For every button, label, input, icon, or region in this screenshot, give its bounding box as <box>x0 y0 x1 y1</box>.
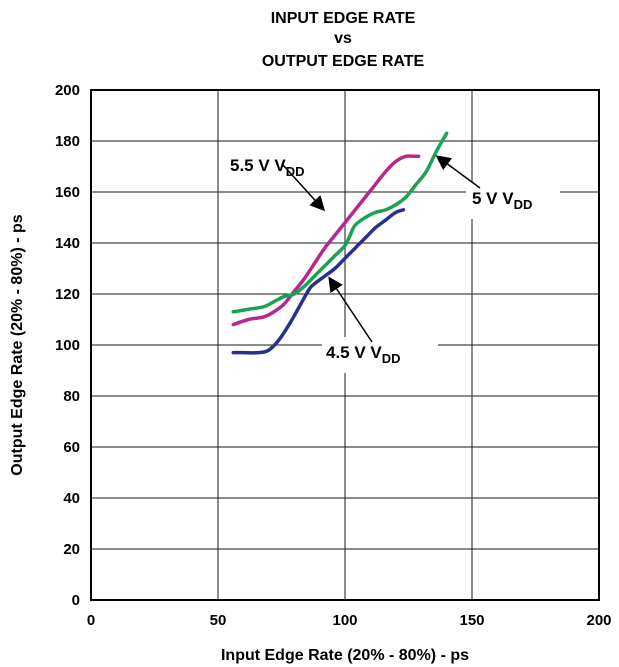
x-tick-label: 0 <box>87 612 95 629</box>
annotation-5-5v-arrow <box>282 164 326 212</box>
y-tick-label: 60 <box>63 439 80 456</box>
annotation-5-5v-main: 5.5 V V <box>230 156 286 175</box>
chart-title-line-1: INPUT EDGE RATE <box>271 10 416 27</box>
x-tick-label: 50 <box>210 612 227 629</box>
annotation-4-5v-main: 4.5 V V <box>326 343 382 362</box>
series-line-vdd_4_5 <box>231 208 406 355</box>
y-tick-label: 200 <box>55 82 80 99</box>
y-tick-label: 120 <box>55 286 80 303</box>
series-line-vdd_5_5 <box>231 154 421 327</box>
annotation-5v-sub: DD <box>514 197 533 212</box>
svg-text:5.5 V VDD: 5.5 V VDD <box>230 156 305 179</box>
annotation-4-5v-arrow <box>328 276 373 343</box>
annotation-4-5v: 4.5 V VDD <box>322 276 438 373</box>
annotation-4-5v-sub: DD <box>382 351 401 366</box>
annotation-5-5v-sub: DD <box>286 164 305 179</box>
chart-title-line-2: vs <box>334 30 352 47</box>
svg-text:4.5 V VDD: 4.5 V VDD <box>326 343 401 366</box>
y-tick-label: 80 <box>63 388 80 405</box>
x-axis-ticks: 0 50 100 150 200 <box>87 612 612 629</box>
x-tick-label: 200 <box>586 612 611 629</box>
annotation-5-5v: 5.5 V VDD <box>226 150 342 212</box>
annotation-5v-main: 5 V V <box>472 189 514 208</box>
y-tick-label: 20 <box>63 541 80 558</box>
y-tick-label: 0 <box>72 592 80 609</box>
y-tick-label: 40 <box>63 490 80 507</box>
y-axis-ticks: 0 20 40 60 80 100 120 140 160 180 200 <box>55 82 80 609</box>
x-tick-label: 100 <box>332 612 357 629</box>
series-line-vdd_5 <box>231 131 449 314</box>
y-axis-label: Output Edge Rate (20% - 80%) - ps <box>9 214 26 475</box>
annotation-5v-arrow <box>435 155 481 189</box>
annotation-5v: 5 V VDD <box>435 155 560 219</box>
svg-text:5 V VDD: 5 V VDD <box>472 189 532 212</box>
x-tick-label: 150 <box>459 612 484 629</box>
x-axis-label: Input Edge Rate (20% - 80%) - ps <box>221 647 469 664</box>
grid <box>91 90 599 600</box>
y-tick-label: 140 <box>55 235 80 252</box>
y-tick-label: 100 <box>55 337 80 354</box>
y-tick-label: 180 <box>55 133 80 150</box>
series-layer <box>231 131 449 355</box>
plot-area <box>90 89 600 601</box>
chart-title-line-3: OUTPUT EDGE RATE <box>262 53 425 70</box>
y-tick-label: 160 <box>55 184 80 201</box>
